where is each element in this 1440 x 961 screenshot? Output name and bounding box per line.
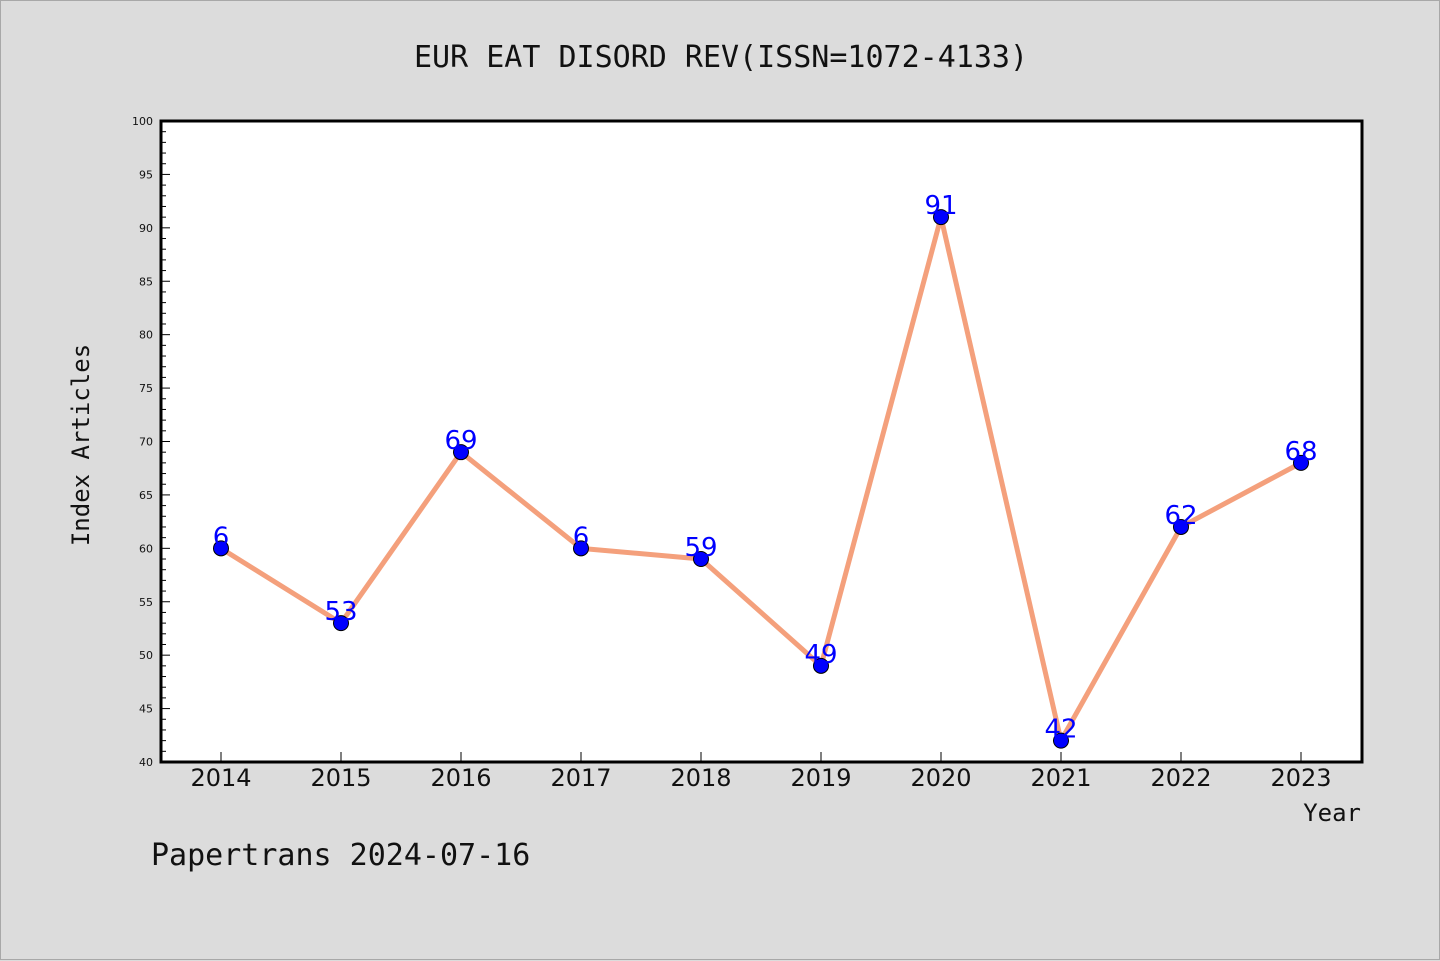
y-tick-label: 100 [132,115,153,128]
data-label: 91 [924,191,957,221]
x-tick-label: 2019 [790,764,851,792]
x-tick-label: 2017 [550,764,611,792]
x-tick-label: 2020 [910,764,971,792]
y-tick-label: 40 [139,756,153,769]
data-label: 59 [684,533,717,563]
footer-text: Papertrans 2024-07-16 [151,838,530,873]
plot-area [159,119,1364,764]
data-label: 69 [444,426,477,456]
data-point [1173,518,1189,535]
x-tick-label: 2023 [1270,764,1331,792]
data-label: 49 [804,640,837,670]
y-tick-label: 55 [139,596,153,609]
y-tick-label: 45 [139,703,153,716]
data-point [1293,454,1309,471]
data-point [333,615,349,632]
data-label: 42 [1044,715,1077,745]
data-point [453,444,469,461]
data-label: 62 [1164,501,1197,531]
x-tick-label: 2016 [430,764,491,792]
data-label: 6 [573,522,590,552]
x-tick-label: 2015 [310,764,371,792]
x-tick-label: 2022 [1150,764,1211,792]
chart-title: EUR EAT DISORD REV(ISSN=1072-4133) [414,40,1028,75]
data-label: 53 [324,597,357,627]
y-tick-label: 60 [139,542,153,555]
x-tick-label: 2014 [190,764,251,792]
x-tick-label: 2018 [670,764,731,792]
y-tick-label: 65 [139,489,153,502]
x-axis-label: Year [1303,799,1361,827]
y-tick-label: 50 [139,649,153,662]
y-tick-label: 70 [139,436,153,449]
y-tick-label: 75 [139,382,153,395]
series-line [218,214,1304,744]
data-point [933,209,949,226]
data-label: 6 [213,522,230,552]
x-tick-label: 2021 [1030,764,1091,792]
y-tick-label: 80 [139,329,153,342]
y-tick-label: 95 [139,168,153,181]
data-point [213,540,229,557]
y-tick-label: 90 [139,222,153,235]
y-tick-label: 85 [139,275,153,288]
x-axis: 2014 2015 2016 2017 2018 2019 2020 2021 2022 2023 [190,752,1332,792]
data-label: 68 [1284,437,1317,467]
data-point [693,551,709,568]
data-point [573,540,589,557]
data-series: 6 53 69 6 59 49 91 42 62 68 [213,191,1318,749]
y-axis-label: Index Articles [67,344,95,546]
y-axis: 40 45 50 55 60 65 70 75 80 85 90 95 100 [132,115,170,769]
data-point [813,657,829,674]
data-point [1053,732,1069,749]
